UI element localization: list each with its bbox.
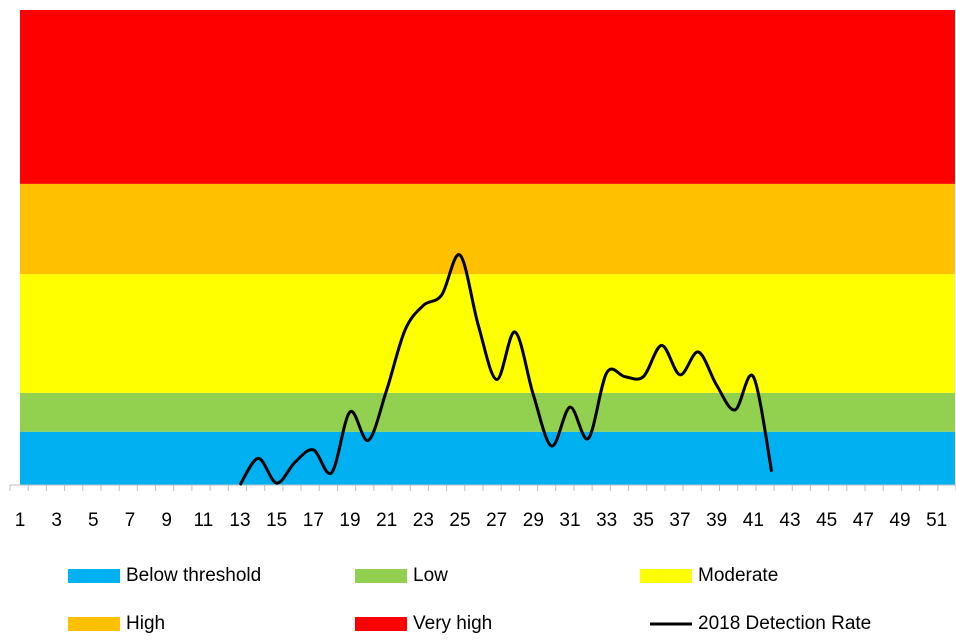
x-tick-label: 31 — [559, 510, 580, 531]
x-tick-label: 45 — [816, 510, 837, 531]
x-tick-label: 33 — [596, 510, 617, 531]
x-tick-label: 51 — [926, 510, 947, 531]
x-tick-label: 19 — [339, 510, 360, 531]
x-tick-label: 27 — [486, 510, 507, 531]
x-tick-label: 5 — [88, 510, 99, 531]
legend-label: 2018 Detection Rate — [698, 613, 871, 634]
x-tick-label: 39 — [706, 510, 727, 531]
x-tick-label: 47 — [853, 510, 874, 531]
band-area — [20, 274, 955, 393]
legend-swatch — [68, 569, 120, 583]
x-tick-label: 3 — [51, 510, 62, 531]
band-area — [20, 392, 955, 432]
x-tick-label: 29 — [523, 510, 544, 531]
legend-label: Very high — [413, 613, 492, 634]
x-tick-label: 17 — [303, 510, 324, 531]
x-tick-label: 35 — [633, 510, 654, 531]
band-area — [20, 431, 955, 485]
x-tick-label: 21 — [376, 510, 397, 531]
x-tick-label: 11 — [193, 510, 213, 531]
x-tick-label: 7 — [125, 510, 136, 531]
x-tick-label: 49 — [889, 510, 910, 531]
legend-swatch — [68, 617, 120, 631]
band-area — [20, 10, 955, 184]
band-area — [20, 183, 955, 275]
legend-label: Low — [413, 565, 448, 586]
x-tick-label: 25 — [449, 510, 470, 531]
x-tick-label: 9 — [161, 510, 172, 531]
legend-label: Below threshold — [126, 565, 261, 586]
legend-label: High — [126, 613, 165, 634]
x-tick-label: 15 — [266, 510, 287, 531]
legend-swatch — [355, 569, 407, 583]
x-tick-label: 41 — [743, 510, 764, 531]
legend-swatch — [640, 569, 692, 583]
x-tick-label: 23 — [413, 510, 434, 531]
x-tick-label: 1 — [15, 510, 26, 531]
legend-swatch — [355, 617, 407, 631]
x-tick-label: 13 — [229, 510, 250, 531]
detection-line — [238, 253, 774, 486]
x-tick-label: 37 — [669, 510, 690, 531]
legend-label: Moderate — [698, 565, 778, 586]
x-tick-label: 43 — [779, 510, 800, 531]
